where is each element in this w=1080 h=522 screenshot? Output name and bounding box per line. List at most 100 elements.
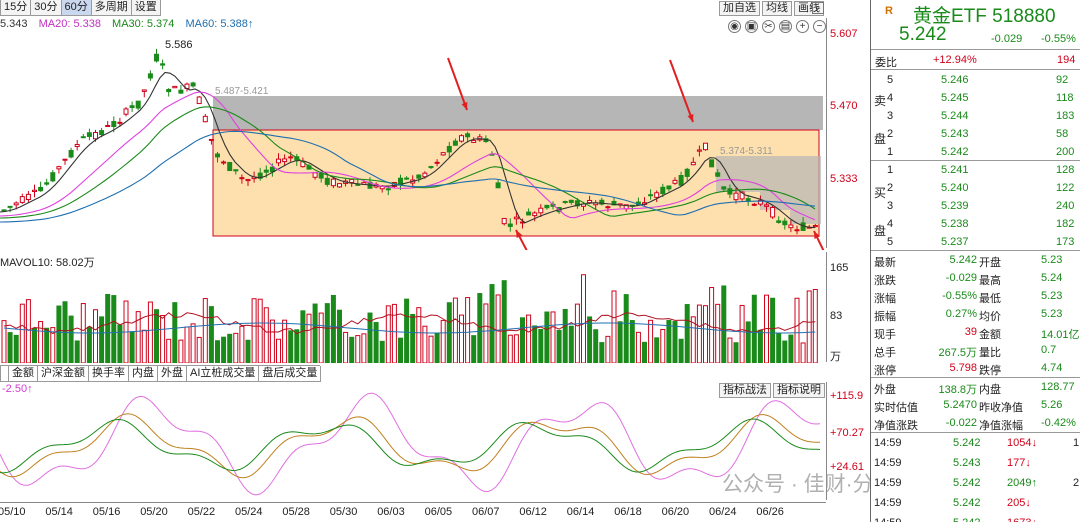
volume-bar <box>306 313 312 363</box>
candle-body <box>135 100 141 109</box>
annotation-arrow-2-head <box>687 114 694 122</box>
volume-bar <box>215 340 220 363</box>
quote-panel: R 黄金ETF 518880 5.242 -0.029 -0.55% 委比 +1… <box>870 0 1080 522</box>
volume-bar <box>154 309 159 363</box>
chart-icon-row: ◉ ▣ ✂ ▤ + − <box>728 20 826 33</box>
candle-body <box>764 204 769 207</box>
indicator-strategy-button[interactable]: 指标战法 <box>719 383 771 398</box>
volume-bar <box>38 321 44 363</box>
date-tick: 06/20 <box>661 506 690 518</box>
tab-inner-volume[interactable]: 内盘 <box>128 366 158 382</box>
indicator-help-button[interactable]: 指标说明 <box>773 383 825 398</box>
ask-level-row[interactable]: 4 5.245 118 <box>871 90 1080 108</box>
orderbook-lvl: 4 <box>887 218 894 230</box>
volume-bar <box>1 320 7 363</box>
stat-k2: 昨收净值 <box>979 402 1023 414</box>
volume-bar <box>294 329 300 363</box>
kline-chart-panel[interactable]: 15分 30分 60分 多周期 设置 5.343 MA20: 5.338 MA3… <box>0 0 870 522</box>
volume-bar <box>202 298 208 363</box>
stat-k1: 最新 <box>874 257 896 269</box>
candle-body <box>93 131 98 140</box>
volume-bar <box>635 331 641 363</box>
tick-time: 14:59 <box>874 437 902 449</box>
tab-turnover[interactable]: 换手率 <box>88 366 129 382</box>
candle-body <box>452 140 458 146</box>
volume-bar <box>507 334 513 363</box>
candle-body <box>44 182 50 185</box>
ask-level-row[interactable]: 3 5.244 183 <box>871 108 1080 126</box>
tab-amount[interactable]: 金额 <box>8 366 38 382</box>
scissors-icon[interactable]: ✂ <box>762 20 775 33</box>
ask-level-row[interactable]: 1 5.242 200 <box>871 144 1080 162</box>
security-name[interactable]: 黄金ETF 518880 <box>913 6 1056 27</box>
volume-bar <box>160 315 166 363</box>
eye-icon[interactable]: ◉ <box>728 20 741 33</box>
ma-button[interactable]: 均线 <box>762 1 792 16</box>
weibi-value: +12.94% <box>933 54 977 66</box>
indicator-label: -2.50↑ <box>2 383 33 395</box>
indicator-d-line <box>0 413 821 479</box>
tab-multi-period[interactable]: 多周期 <box>90 0 132 16</box>
volume-bar <box>471 335 477 363</box>
tab-afterhours-volume[interactable]: 盘后成交量 <box>258 366 322 382</box>
volume-bar <box>44 327 50 363</box>
tab-30min[interactable]: 30分 <box>30 0 62 16</box>
volume-bar <box>263 307 269 363</box>
volume-bar <box>13 334 19 363</box>
stat-v2: 5.23 <box>1041 254 1063 266</box>
close-panel-icon[interactable]: − <box>812 2 824 14</box>
volume-bar <box>690 316 696 363</box>
screenshot-icon[interactable]: ▣ <box>745 20 758 33</box>
volume-bar <box>68 315 74 363</box>
orderbook-vol: 92 <box>1056 74 1069 86</box>
candle-body <box>1 209 7 212</box>
tab-outer-volume[interactable]: 外盘 <box>157 366 187 382</box>
mavol-line <box>3 312 816 335</box>
zoom-in-icon[interactable]: + <box>796 20 809 33</box>
stat-v1: 39 <box>964 326 977 338</box>
stat-row: 涨幅 -0.55% 最低 5.23 <box>871 288 1080 306</box>
volume-bar <box>50 327 56 363</box>
volume-bar <box>501 280 507 363</box>
candle-body <box>660 186 666 195</box>
tab-15min[interactable]: 15分 <box>0 0 32 16</box>
tab-hs-amount[interactable]: 沪深金额 <box>37 366 89 382</box>
ask-level-row[interactable]: 5 5.246 92 <box>871 72 1080 90</box>
bid-level-row[interactable]: 4 5.238 182 <box>871 216 1080 234</box>
volume-bar <box>99 316 105 363</box>
indicator-buttons: 指标战法 指标说明 <box>719 383 825 398</box>
bid-level-row[interactable]: 1 5.241 128 <box>871 162 1080 180</box>
volume-bar <box>196 336 202 363</box>
volume-bar <box>757 329 763 363</box>
candle-body <box>282 158 288 163</box>
orderbook-price: 5.240 <box>941 182 969 194</box>
bid-level-row[interactable]: 3 5.239 240 <box>871 198 1080 216</box>
ma60-value: MA60: 5.388↑ <box>185 18 254 30</box>
volume-bar <box>178 339 184 363</box>
tab-ai-volume[interactable]: AI立桩成交量 <box>186 366 260 382</box>
volume-bar <box>727 337 733 363</box>
orderbook-vol: 173 <box>1056 236 1075 248</box>
resistance-band <box>213 96 823 130</box>
zoom-out-icon[interactable]: − <box>813 20 826 33</box>
tab-settings[interactable]: 设置 <box>130 0 161 16</box>
candle-body <box>221 161 227 164</box>
stat-k1: 涨停 <box>874 365 896 377</box>
bid-side-label: 买盘 <box>874 186 887 238</box>
candle-body <box>434 161 440 164</box>
bid-level-row[interactable]: 5 5.237 173 <box>871 234 1080 252</box>
add-watchlist-button[interactable]: 加自选 <box>719 1 760 16</box>
band-label-1: 5.487-5.421 <box>215 86 269 97</box>
bid-level-row[interactable]: 2 5.240 122 <box>871 180 1080 198</box>
ask-level-row[interactable]: 2 5.243 58 <box>871 126 1080 144</box>
fund-stat-row: 外盘 138.8万 内盘 128.77 <box>871 379 1080 397</box>
layout-icon[interactable]: ▤ <box>779 20 792 33</box>
volume-bar <box>489 284 495 363</box>
volume-bar <box>105 293 111 363</box>
indicator-chart <box>0 392 821 496</box>
tab-60min[interactable]: 60分 <box>60 0 92 16</box>
r-badge: R <box>885 5 893 17</box>
stat-k2: 最低 <box>979 293 1001 305</box>
volume-bar <box>477 293 483 363</box>
volume-label: MAVOL10: 58.02万 <box>0 257 95 269</box>
